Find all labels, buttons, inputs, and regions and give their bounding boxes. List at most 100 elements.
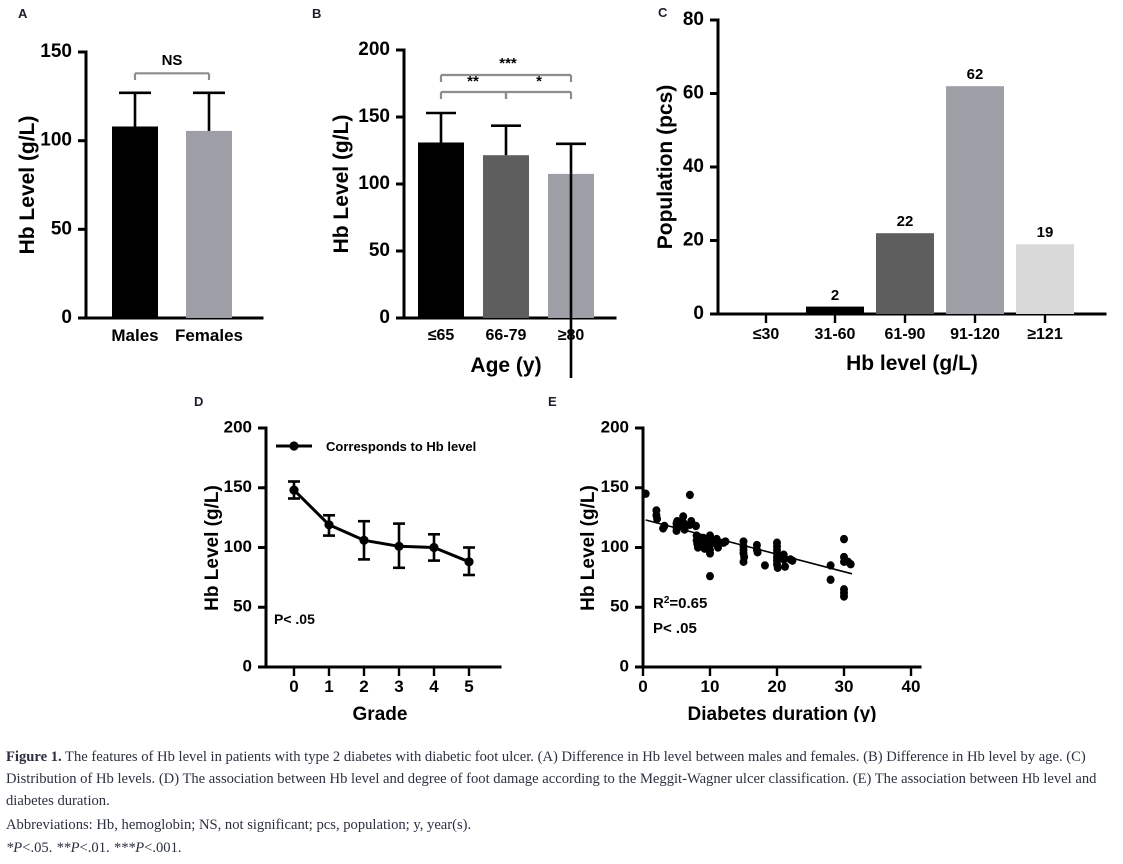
- panel-a-ns-bracket: [133, 72, 211, 80]
- panel-b: B 0 50 100 150 200 Hb Level (g/L): [300, 0, 650, 378]
- panel-c-x-axis-title: Hb level (g/L): [846, 352, 978, 375]
- scatter-point: [760, 561, 769, 570]
- caption-main: Figure 1. The features of Hb level in pa…: [6, 746, 1116, 813]
- panel-e-scatter-points: [641, 489, 855, 601]
- panel-e-x-axis-title: Diabetes duration (y): [688, 704, 877, 722]
- scatter-point: [660, 521, 669, 531]
- panel-d-ytick-100: 100: [224, 537, 252, 556]
- panel-a-ytick-150: 150: [40, 41, 72, 62]
- panel-e-ytick-50: 50: [610, 597, 629, 616]
- panel-a-ytick-50: 50: [51, 218, 72, 239]
- panel-b-bracket-1star: [504, 90, 573, 99]
- panel-c-xtick-91-120: 91-120: [950, 326, 1000, 343]
- scatter-point: [679, 512, 688, 521]
- panel-a-bar-males: [112, 126, 158, 318]
- panel-e-ytick-150: 150: [601, 477, 629, 496]
- panel-e: E 0 50 100 150 200 Hb Level (g/L) 0 10 2…: [520, 392, 940, 722]
- panel-b-bracket-3star: [439, 73, 573, 82]
- panel-c-y-axis-title: Population (pcs): [654, 85, 677, 250]
- panel-c-value-ge121: 19: [1037, 224, 1054, 241]
- panel-b-label-2star: **: [467, 73, 479, 90]
- panel-b-letter: B: [312, 6, 322, 21]
- panel-b-errorbar-le65: [426, 111, 456, 143]
- panel-c-xtick-31-60: 31-60: [815, 326, 856, 343]
- panel-b-ytick-0: 0: [379, 307, 390, 328]
- footnote-v3: <.001.: [144, 839, 182, 856]
- panel-a-ytick-100: 100: [40, 130, 72, 151]
- panel-c-value-31-60: 2: [831, 287, 839, 304]
- panel-e-xtick-10: 10: [701, 677, 720, 696]
- panel-d-xtick-3: 3: [394, 677, 403, 696]
- panel-d-ytick-0: 0: [243, 656, 252, 675]
- panel-e-chart: 0 50 100 150 200 Hb Level (g/L) 0 10 20 …: [578, 417, 922, 722]
- panel-d-ytick-150: 150: [224, 477, 252, 496]
- panel-a-errorbar-males: [119, 91, 151, 127]
- panel-d-errorbars: [288, 480, 475, 577]
- panel-e-xtick-30: 30: [835, 677, 854, 696]
- panel-c-ytick-0: 0: [693, 303, 704, 324]
- panel-b-y-axis-title: Hb Level (g/L): [330, 115, 353, 254]
- panel-c-bar-31-60: [806, 306, 864, 314]
- panel-a-errorbar-females: [193, 91, 225, 131]
- panel-c-ytick-80: 80: [683, 9, 704, 30]
- caption-body: The features of Hb level in patients wit…: [6, 749, 1097, 810]
- panel-e-letter: E: [548, 394, 557, 409]
- panel-d-ytick-50: 50: [233, 597, 252, 616]
- panel-c-ytick-60: 60: [683, 83, 704, 104]
- panel-b-errorbar-66-79: [491, 124, 521, 156]
- scatter-point: [721, 537, 730, 546]
- panel-b-ytick-200: 200: [358, 39, 390, 60]
- panel-a-ns-label: NS: [162, 52, 183, 69]
- panel-b-xtick-ge80: ≥80: [558, 327, 585, 344]
- panel-d-xtick-2: 2: [359, 677, 368, 696]
- panel-c-chart: 0 20 40 60 80 Population (pcs) 2 22: [654, 9, 1107, 375]
- panel-b-ytick-50: 50: [369, 240, 390, 261]
- figure-caption: Figure 1. The features of Hb level in pa…: [6, 746, 1116, 860]
- panel-c-xtick-le30: ≤30: [753, 326, 780, 343]
- panel-b-label-1star: *: [536, 73, 542, 90]
- scatter-point: [826, 575, 835, 584]
- panel-d-xtick-4: 4: [429, 677, 439, 696]
- panel-d-chart: 0 50 100 150 200 Hb Level (g/L) 0 1 2 3 …: [202, 417, 502, 722]
- panel-e-p-annotation: P< .05: [653, 620, 697, 637]
- panel-b-errorbar-ge80: [556, 142, 586, 378]
- panel-c-bar-ge121: [1016, 244, 1074, 314]
- panel-c-letter: C: [658, 5, 668, 20]
- panel-e-xtick-0: 0: [638, 677, 647, 696]
- footnote-v1: <.05.: [22, 839, 56, 856]
- scatter-point: [653, 514, 662, 524]
- caption-abbreviations: Abbreviations: Hb, hemoglobin; NS, not s…: [6, 816, 472, 833]
- scatter-point: [691, 521, 700, 531]
- scatter-point: [680, 525, 689, 534]
- panel-c-bar-61-90: [876, 233, 934, 314]
- scatter-point: [840, 534, 848, 544]
- panel-b-xtick-le65: ≤65: [428, 327, 455, 344]
- scatter-point: [706, 571, 714, 581]
- scatter-point: [826, 561, 835, 570]
- panel-d-markers: [289, 485, 474, 567]
- footnote-v2: <.01.: [79, 839, 114, 856]
- footnote-p1: *P: [6, 839, 23, 856]
- scatter-point: [781, 562, 790, 571]
- panel-a-xtick-males: Males: [111, 326, 158, 345]
- panel-c-ytick-40: 40: [683, 156, 704, 177]
- scatter-point: [714, 543, 723, 552]
- panel-d-x-axis-title: Grade: [353, 704, 408, 722]
- panel-a-xtick-females: Females: [175, 326, 243, 345]
- panel-d-legend-label: Corresponds to Hb level: [326, 439, 476, 454]
- panel-a-chart: 0 50 100 150 Hb Level (g/L): [16, 41, 264, 345]
- scatter-point: [693, 543, 702, 552]
- panel-c-value-61-90: 22: [897, 213, 914, 230]
- panel-c-xtick-61-90: 61-90: [885, 326, 926, 343]
- panel-a-letter: A: [18, 6, 28, 21]
- scatter-point: [739, 557, 748, 567]
- panel-e-r2-annotation: R2=0.65: [653, 595, 707, 613]
- panel-d: D 0 50 100 150 200 Hb Level (g/L) 0 1: [180, 392, 520, 722]
- panel-c-xtick-ge121: ≥121: [1027, 326, 1063, 343]
- scatter-point: [840, 592, 848, 601]
- panel-d-ytick-200: 200: [224, 417, 252, 436]
- panel-d-xtick-5: 5: [464, 677, 473, 696]
- footnote-p2: **P: [56, 839, 80, 856]
- panel-c: C 0 20 40 60 80 Population (pcs): [650, 0, 1123, 378]
